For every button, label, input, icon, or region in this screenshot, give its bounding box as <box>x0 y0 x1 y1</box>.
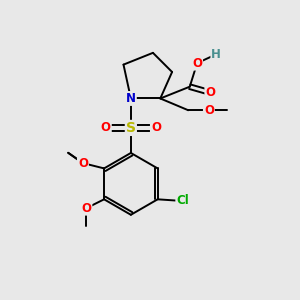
Text: O: O <box>151 122 161 134</box>
Text: Cl: Cl <box>176 194 189 207</box>
Text: O: O <box>204 104 214 117</box>
Text: O: O <box>101 122 111 134</box>
Text: O: O <box>206 86 215 99</box>
Text: H: H <box>211 48 221 61</box>
Text: S: S <box>126 121 136 135</box>
Text: O: O <box>81 202 92 215</box>
Text: O: O <box>78 157 88 169</box>
Text: N: N <box>126 92 136 105</box>
Text: O: O <box>192 57 202 70</box>
